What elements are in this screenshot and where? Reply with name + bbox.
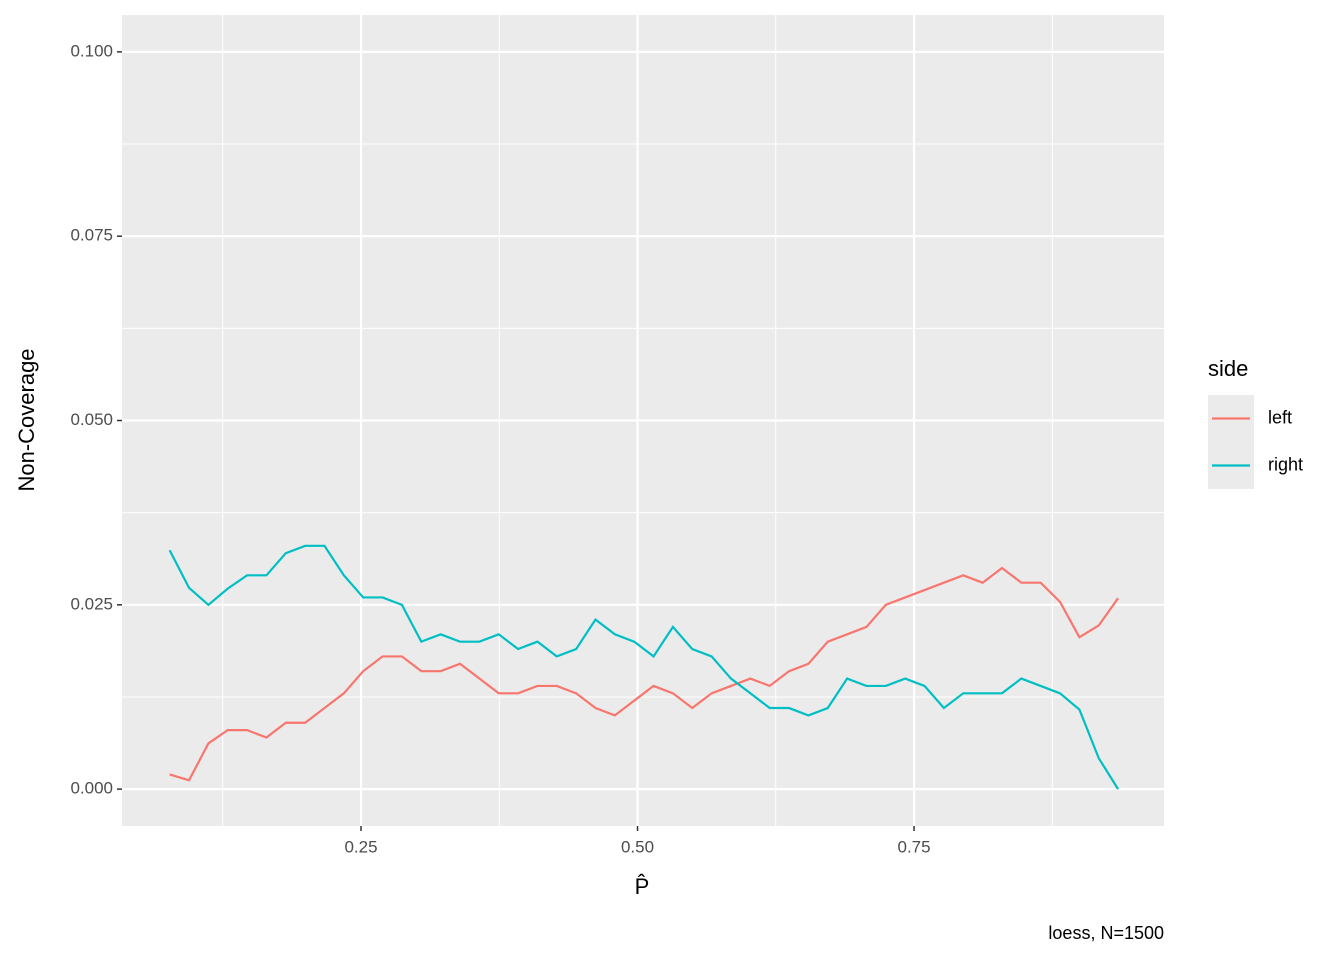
legend-label: left (1268, 407, 1292, 427)
legend-label: right (1268, 454, 1303, 474)
y-tick-label: 0.050 (70, 410, 113, 429)
x-tick-label: 0.75 (897, 837, 930, 856)
caption: loess, N=1500 (1048, 923, 1164, 943)
y-tick-label: 0.075 (70, 226, 113, 245)
y-tick-label: 0.025 (70, 594, 113, 613)
line-series (169, 566, 1119, 782)
line-series (168, 544, 1120, 790)
legend-title: side (1208, 356, 1248, 381)
y-tick-label: 0.000 (70, 779, 113, 798)
y-axis-title: Non-Coverage (14, 348, 39, 491)
legend-key-background (1208, 395, 1254, 489)
y-tick-label: 0.100 (70, 41, 113, 60)
x-tick-label: 0.50 (621, 837, 654, 856)
x-tick-label: 0.25 (344, 837, 377, 856)
x-axis-title: P̂ (635, 874, 650, 899)
